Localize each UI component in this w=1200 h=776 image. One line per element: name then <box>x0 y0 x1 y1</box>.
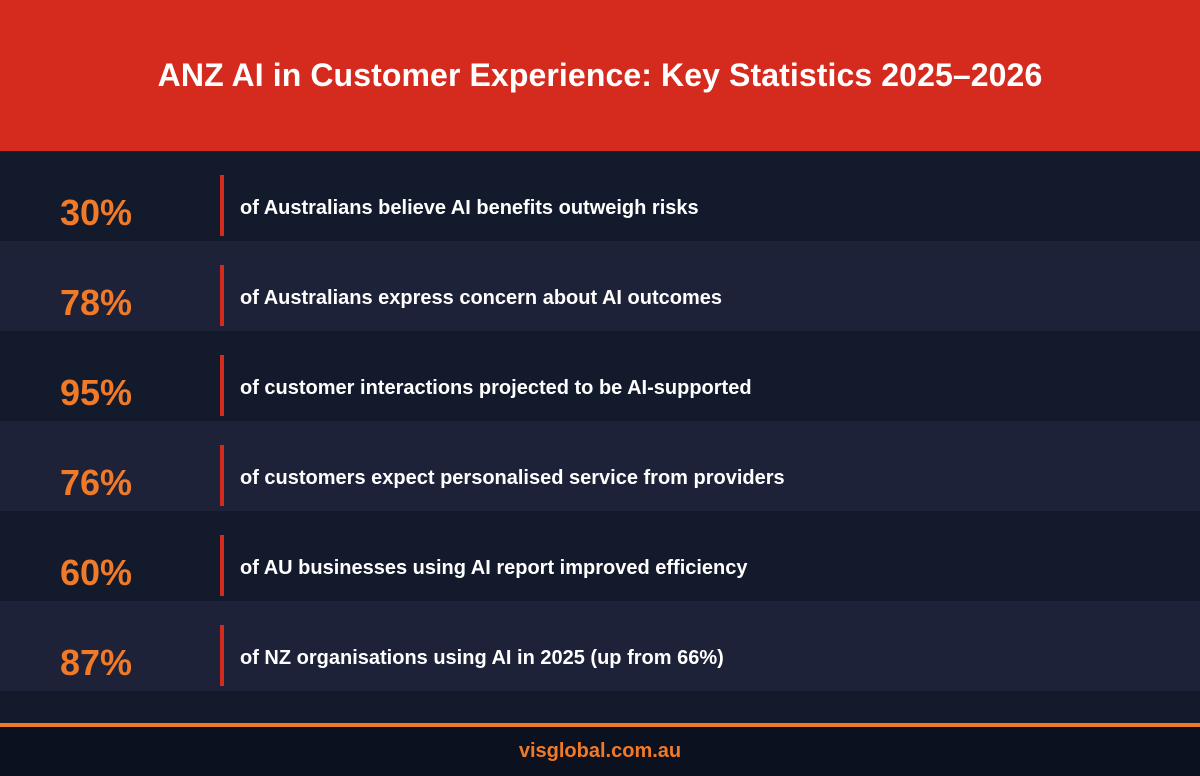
stat-percent: 60% <box>60 552 133 593</box>
divider-bar <box>220 265 224 326</box>
stat-row: 95% of customer interactions projected t… <box>0 331 1200 421</box>
website-link[interactable]: visglobal.com.au <box>518 740 682 762</box>
stat-percent: 95% <box>60 372 133 413</box>
divider-bar <box>220 355 224 416</box>
stat-row: 30% of Australians believe AI benefits o… <box>0 151 1200 241</box>
stat-row: 78% of Australians express concern about… <box>0 241 1200 331</box>
header-banner: ANZ AI in Customer Experience: Key Stati… <box>0 0 1200 151</box>
stat-percent: 78% <box>60 282 133 323</box>
stat-description: of customers expect personalised service… <box>240 467 785 489</box>
divider-bar <box>220 535 224 596</box>
divider-bar <box>220 625 224 686</box>
stat-row: 60% of AU businesses using AI report imp… <box>0 511 1200 601</box>
footer: visglobal.com.au <box>0 727 1200 776</box>
stat-description: of AU businesses using AI report improve… <box>240 557 748 579</box>
stats-list: 30% of Australians believe AI benefits o… <box>0 151 1200 691</box>
stat-row: 87% of NZ organisations using AI in 2025… <box>0 601 1200 691</box>
stat-description: of Australians express concern about AI … <box>240 287 722 309</box>
stat-description: of NZ organisations using AI in 2025 (up… <box>240 647 724 669</box>
stat-description: of customer interactions projected to be… <box>240 377 752 399</box>
stat-row: 76% of customers expect personalised ser… <box>0 421 1200 511</box>
divider-bar <box>220 175 224 236</box>
divider-bar <box>220 445 224 506</box>
page-title: ANZ AI in Customer Experience: Key Stati… <box>157 57 1043 93</box>
footer-divider <box>0 723 1200 727</box>
stat-percent: 30% <box>60 192 133 233</box>
stat-description: of Australians believe AI benefits outwe… <box>240 197 699 219</box>
stat-percent: 87% <box>60 642 133 683</box>
stat-percent: 76% <box>60 462 133 503</box>
